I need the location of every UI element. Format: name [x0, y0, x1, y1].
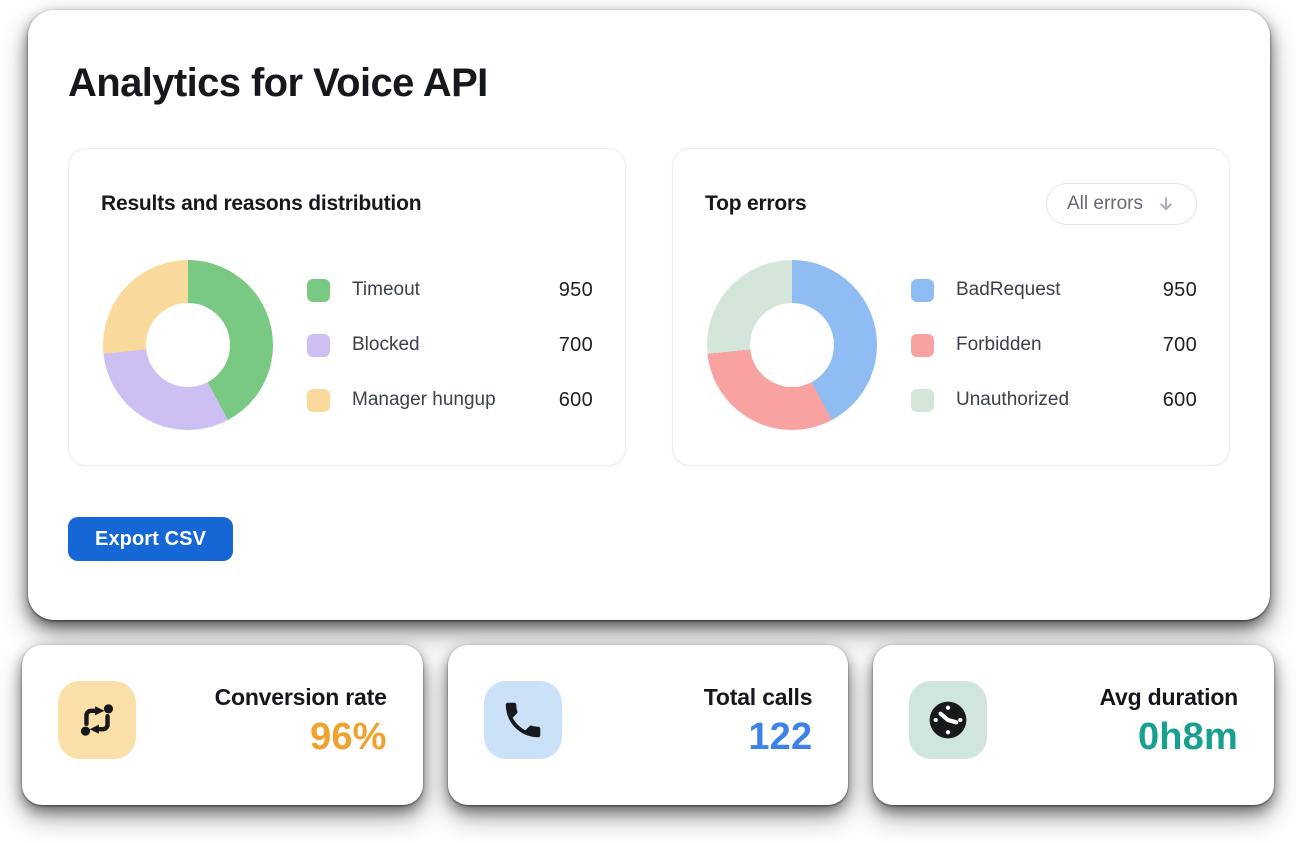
chart-legend: BadRequest 950 Forbidden 700 Unauthorize…: [911, 278, 1197, 412]
top-errors-donut-chart: [707, 260, 877, 430]
export-csv-button[interactable]: Export CSV: [68, 517, 234, 561]
stat-label: Total calls: [703, 683, 813, 710]
top-errors-card: Top errors All errors BadRequest: [672, 148, 1230, 466]
legend-label: Forbidden: [956, 334, 1042, 355]
chart-body: Timeout 950 Blocked 700 Manager hungup 6…: [101, 260, 593, 430]
legend-label: BadRequest: [956, 279, 1061, 300]
results-donut-chart: [103, 260, 273, 430]
legend-value: 600: [558, 388, 593, 411]
legend-swatch: [307, 388, 330, 412]
analytics-panel: Analytics for Voice API Results and reas…: [28, 10, 1270, 620]
stat-text: Total calls 122: [704, 684, 813, 759]
legend-row: Blocked 700: [307, 333, 593, 357]
legend-value: 950: [558, 278, 593, 301]
chart-title: Top errors: [705, 192, 807, 215]
legend-label: Manager hungup: [352, 389, 496, 410]
errors-filter-label: All errors: [1066, 193, 1143, 214]
legend-swatch: [911, 278, 934, 302]
conversion-arrows-icon: [80, 704, 114, 736]
legend-swatch: [307, 333, 330, 357]
chart-header: Top errors All errors: [705, 183, 1197, 225]
legend-row: Unauthorized 600: [911, 388, 1197, 412]
avg-duration-card: Avg duration 0h8m: [873, 645, 1275, 805]
legend-value: 700: [1162, 333, 1197, 356]
phone-icon: [505, 702, 540, 738]
charts-row: Results and reasons distribution Timeout…: [68, 148, 1230, 466]
clock-icon: [929, 701, 967, 739]
legend-value: 700: [558, 333, 593, 356]
chart-legend: Timeout 950 Blocked 700 Manager hungup 6…: [307, 278, 593, 412]
errors-filter-dropdown[interactable]: All errors: [1045, 183, 1197, 225]
legend-swatch: [911, 388, 934, 412]
conversion-rate-card: Conversion rate 96%: [22, 645, 423, 805]
stat-text: Avg duration 0h8m: [1099, 684, 1238, 759]
phone-icon-tile: [483, 681, 562, 759]
stat-label: Conversion rate: [214, 683, 387, 710]
stats-row: Conversion rate 96% Total calls 122: [22, 645, 1275, 805]
results-distribution-card: Results and reasons distribution Timeout…: [68, 148, 626, 466]
legend-swatch: [911, 333, 934, 357]
stat-value: 122: [748, 715, 813, 758]
legend-swatch: [307, 278, 330, 302]
page-title: Analytics for Voice API: [68, 61, 488, 105]
legend-label: Blocked: [352, 334, 420, 355]
legend-row: BadRequest 950: [911, 278, 1197, 302]
stat-text: Conversion rate 96%: [215, 684, 387, 759]
legend-row: Manager hungup 600: [307, 388, 593, 412]
conversion-icon-tile: [58, 681, 136, 759]
clock-icon-tile: [909, 681, 988, 759]
stat-label: Avg duration: [1099, 683, 1239, 710]
chart-title: Results and reasons distribution: [101, 192, 422, 215]
legend-label: Timeout: [352, 279, 420, 300]
stat-value: 0h8m: [1137, 715, 1239, 758]
total-calls-card: Total calls 122: [447, 645, 849, 805]
legend-value: 950: [1162, 278, 1197, 301]
chart-body: BadRequest 950 Forbidden 700 Unauthorize…: [705, 260, 1197, 430]
chart-header: Results and reasons distribution: [101, 183, 593, 225]
legend-row: Timeout 950: [307, 278, 593, 302]
legend-label: Unauthorized: [956, 389, 1070, 410]
arrow-down-icon: [1160, 197, 1172, 211]
legend-value: 600: [1162, 388, 1197, 411]
legend-row: Forbidden 700: [911, 333, 1197, 357]
stat-value: 96%: [310, 715, 387, 758]
